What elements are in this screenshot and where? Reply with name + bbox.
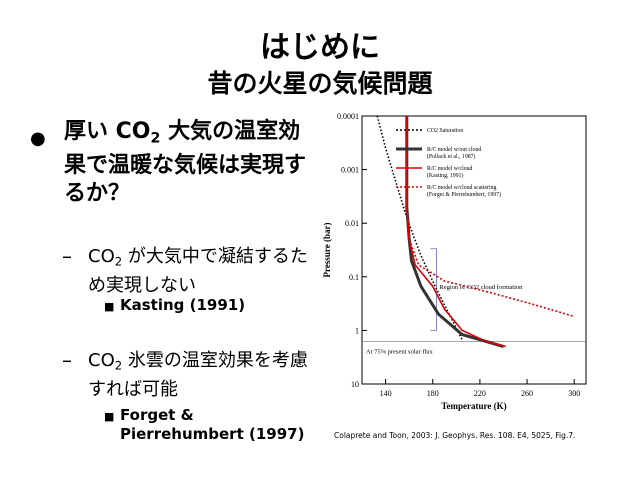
y-tick-label: 0.01 xyxy=(345,219,359,228)
sub-bullet-1-sub: 2 xyxy=(114,254,123,269)
bullet-main: 厚い CO2 大気の温室効果で温暖な気候は実現するか？ xyxy=(64,118,319,208)
sub-bullet-1-suffix: が大気中で凝結するため実現しない xyxy=(88,246,308,296)
x-tick-label: 140 xyxy=(380,389,392,398)
reference-2: Forget & Pierrehumbert (1997) xyxy=(120,406,305,443)
legend-label: (Pollack et al., 1987) xyxy=(427,153,476,160)
legend-label: CO2 Saturation xyxy=(427,128,463,134)
annotation-solar-flux: At 75% present solar flux xyxy=(366,348,434,355)
y-axis-label: Pressure (bar) xyxy=(322,223,332,278)
bullet-dot-icon: ● xyxy=(30,128,46,149)
y-tick-label: 0.1 xyxy=(349,273,359,282)
page-subtitle: 昔の火星の気候問題 xyxy=(207,69,433,98)
x-tick-label: 300 xyxy=(568,389,580,398)
y-tick-label: 1 xyxy=(355,326,359,335)
x-tick-label: 180 xyxy=(427,389,439,398)
y-tick-label: 0.0001 xyxy=(337,112,359,121)
legend-label: (Kasting, 1991) xyxy=(427,172,463,179)
figure-caption: Colaprete and Toon, 2003: J. Geophys. Re… xyxy=(334,431,576,440)
dash-icon: – xyxy=(62,348,72,372)
cloud-region-bracket xyxy=(430,248,437,331)
bullet-main-prefix: 厚い CO xyxy=(64,119,151,144)
y-tick-label: 0.001 xyxy=(341,166,359,175)
sub-bullet-2-prefix: CO xyxy=(88,350,115,371)
sub-bullet-2-suffix: 氷雲の温室効果を考慮すれば可能 xyxy=(88,350,308,400)
x-tick-label: 220 xyxy=(474,389,486,398)
square-bullet-icon: ■ xyxy=(104,410,115,423)
bullet-main-sub: 2 xyxy=(150,130,161,147)
sub-bullet-2-sub: 2 xyxy=(114,358,123,373)
sub-bullet-1-prefix: CO xyxy=(88,246,115,267)
y-tick-label: 10 xyxy=(351,380,359,389)
sub-bullet-1: CO2 が大気中で凝結するため実現しない xyxy=(88,245,313,298)
legend-label: R/C model w/out cloud xyxy=(427,147,481,153)
legend-label: R/C model w/cloud xyxy=(427,166,473,172)
legend-label: R/C model w/cloud scattering xyxy=(427,185,496,191)
bullet-main-suffix: 大気の温室効果で温暖な気候は実現するか？ xyxy=(64,119,307,207)
legend-label: (Forget & Pierrehumbert, 1997) xyxy=(427,191,501,198)
page-title: はじめに xyxy=(260,30,380,65)
series-line-0 xyxy=(376,115,463,341)
sub-bullet-2: CO2 氷雲の温室効果を考慮すれば可能 xyxy=(88,349,313,402)
x-axis-label: Temperature (K) xyxy=(441,401,506,411)
pressure-temperature-chart: 0.0001 0.001 0.01 0.1 1 10 140 180 220 260 300 Temp… xyxy=(322,112,587,411)
square-bullet-icon: ■ xyxy=(104,300,115,313)
dash-icon: – xyxy=(62,244,72,268)
x-tick-label: 260 xyxy=(521,389,533,398)
reference-1: Kasting (1991) xyxy=(120,296,246,314)
annotation-cloud-region: Region of CO2 cloud formation xyxy=(439,284,523,291)
